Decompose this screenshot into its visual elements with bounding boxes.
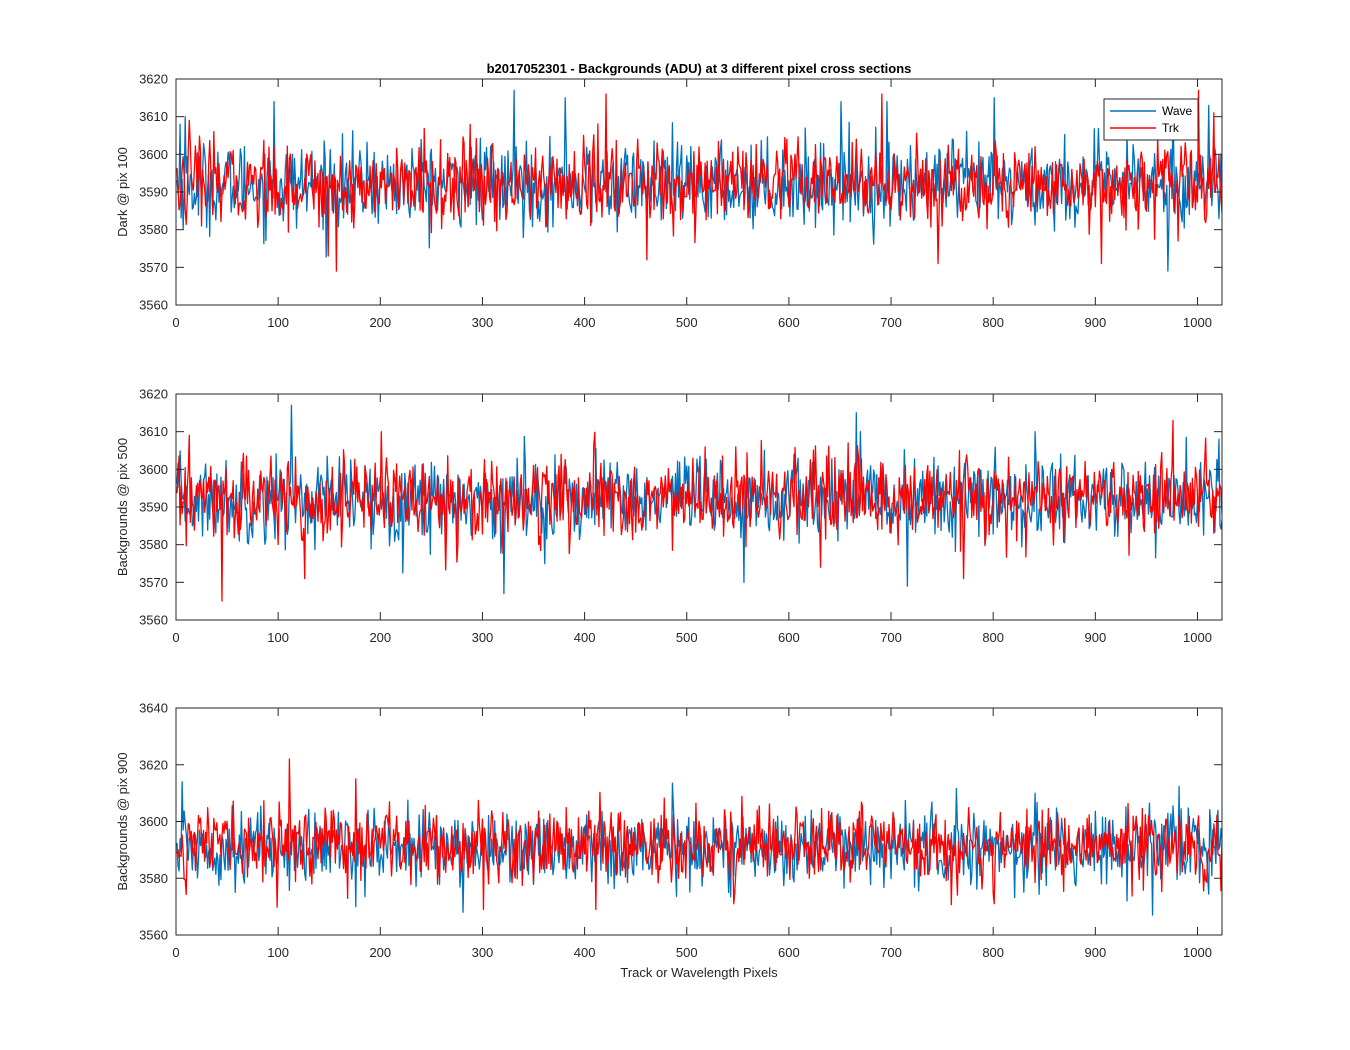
x-tick-label: 200 bbox=[369, 315, 391, 330]
y-tick-label: 3600 bbox=[139, 147, 168, 162]
x-tick-label: 600 bbox=[778, 945, 800, 960]
x-tick-label: 200 bbox=[369, 945, 391, 960]
subplot-1: 0 100 200 300 400 500 600 700 800 900 1000 3560 3570… bbox=[115, 72, 1223, 330]
plot-area bbox=[176, 758, 1222, 916]
x-tick-label: 800 bbox=[982, 945, 1004, 960]
series-line-trk bbox=[176, 758, 1222, 911]
y-tick-label: 3600 bbox=[139, 814, 168, 829]
x-tick-label: 700 bbox=[880, 630, 902, 645]
x-tick-label: 600 bbox=[778, 315, 800, 330]
x-tick-label: 900 bbox=[1084, 315, 1106, 330]
x-tick-label: 400 bbox=[574, 630, 596, 645]
x-tick-label: 600 bbox=[778, 630, 800, 645]
x-tick-label: 0 bbox=[172, 945, 179, 960]
x-tick-label: 800 bbox=[982, 315, 1004, 330]
x-tick-label: 100 bbox=[267, 630, 289, 645]
x-tick-label: 1000 bbox=[1183, 630, 1212, 645]
y-tick-label: 3640 bbox=[139, 701, 168, 716]
subplots: 0 100 200 300 400 500 600 700 800 900 100035603570… bbox=[115, 72, 1223, 960]
y-tick-label: 3580 bbox=[139, 537, 168, 552]
x-tick-label: 500 bbox=[676, 630, 698, 645]
y-tick-label: 3620 bbox=[139, 72, 168, 87]
y-tick-label: 3610 bbox=[139, 109, 168, 124]
subplot-3: 0 100 200 300 400 500 600 700 800 900 1000 3560 3580… bbox=[115, 701, 1223, 960]
legend-entry-wave: Wave bbox=[1162, 104, 1193, 118]
x-tick-label: 1000 bbox=[1183, 315, 1212, 330]
legend: Wave Trk bbox=[1103, 98, 1199, 141]
legend-box bbox=[1103, 98, 1199, 141]
x-tick-label: 300 bbox=[472, 315, 494, 330]
y-tick-label: 3590 bbox=[139, 500, 168, 515]
x-tick-label: 900 bbox=[1084, 630, 1106, 645]
y-tick-label: 3620 bbox=[139, 757, 168, 772]
y-tick-label: 3610 bbox=[139, 424, 168, 439]
x-axis-label: Track or Wavelength Pixels bbox=[620, 965, 778, 980]
x-tick-label: 0 bbox=[172, 315, 179, 330]
y-axis-label: Backgrounds @ pix 900 bbox=[115, 752, 130, 890]
y-axis-label: Backgrounds @ pix 500 bbox=[115, 438, 130, 576]
series-line-trk bbox=[176, 89, 1222, 272]
x-tick-label: 500 bbox=[676, 945, 698, 960]
series-line-wave bbox=[176, 781, 1222, 916]
x-tick-label: 800 bbox=[982, 630, 1004, 645]
series-line-trk bbox=[176, 419, 1222, 602]
y-axis-label: Dark @ pix 100 bbox=[115, 147, 130, 237]
plot-area bbox=[176, 404, 1222, 602]
x-tick-label: 700 bbox=[880, 315, 902, 330]
legend-entry-trk: Trk bbox=[1162, 121, 1180, 135]
y-tick-label: 3600 bbox=[139, 462, 168, 477]
x-tick-label: 0 bbox=[172, 630, 179, 645]
x-tick-label: 400 bbox=[574, 945, 596, 960]
x-tick-label: 200 bbox=[369, 630, 391, 645]
x-tick-label: 100 bbox=[267, 315, 289, 330]
series-line-wave bbox=[176, 404, 1222, 595]
x-tick-label: 300 bbox=[472, 630, 494, 645]
y-tick-label: 3560 bbox=[139, 928, 168, 943]
x-tick-label: 900 bbox=[1084, 945, 1106, 960]
y-tick-label: 3570 bbox=[139, 260, 168, 275]
y-tick-label: 3580 bbox=[139, 222, 168, 237]
y-tick-label: 3560 bbox=[139, 613, 168, 628]
x-tick-label: 300 bbox=[472, 945, 494, 960]
y-tick-label: 3560 bbox=[139, 298, 168, 313]
x-tick-label: 1000 bbox=[1183, 945, 1212, 960]
y-tick-label: 3620 bbox=[139, 387, 168, 402]
subplot-2: 0 100 200 300 400 500 600 700 800 900 1000 3560 3570… bbox=[115, 387, 1223, 645]
x-tick-label: 500 bbox=[676, 315, 698, 330]
y-tick-label: 3590 bbox=[139, 185, 168, 200]
plot-area bbox=[176, 89, 1222, 272]
x-tick-label: 700 bbox=[880, 945, 902, 960]
x-tick-label: 100 bbox=[267, 945, 289, 960]
x-tick-label: 400 bbox=[574, 315, 596, 330]
y-tick-label: 3570 bbox=[139, 575, 168, 590]
y-tick-label: 3580 bbox=[139, 871, 168, 886]
chart-title: b2017052301 - Backgrounds (ADU) at 3 dif… bbox=[487, 61, 912, 76]
